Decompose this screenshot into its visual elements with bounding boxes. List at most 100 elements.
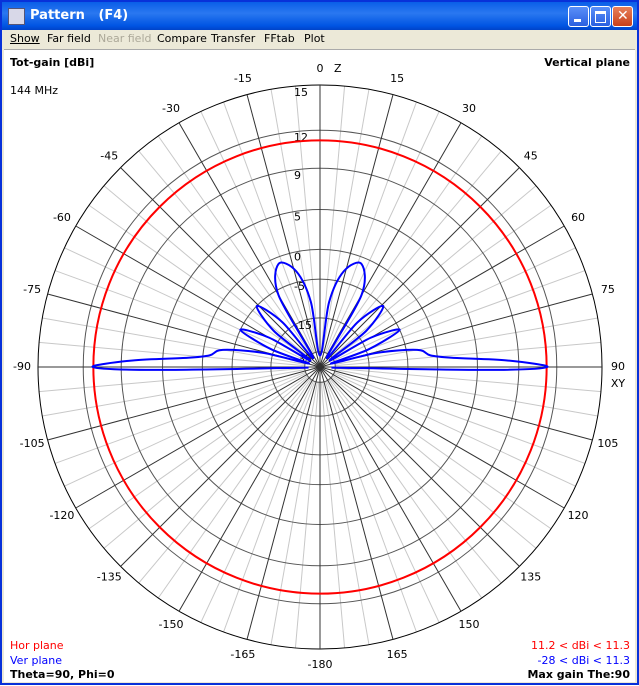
minor-spoke — [320, 382, 346, 648]
minor-spoke — [223, 381, 316, 633]
minor-spoke — [324, 101, 417, 353]
angle-label: 75 — [601, 283, 615, 296]
polar-chart: Tot-gain [dBi] Vertical plane 144 MHz Ho… — [10, 56, 630, 681]
menu-item[interactable]: Far field — [47, 32, 91, 45]
spoke — [319, 366, 394, 640]
chart-title: Tot-gain [dBi] — [10, 56, 94, 69]
radial-tick-label: -15 — [294, 319, 312, 332]
range-label: -28 < dBi < 11.3 — [538, 654, 630, 667]
spoke — [319, 366, 593, 441]
minor-spoke — [332, 375, 552, 530]
spoke — [319, 94, 394, 368]
angle-label: -105 — [20, 437, 45, 450]
minor-spoke — [335, 367, 601, 393]
minor-spoke — [334, 371, 586, 464]
minor-spoke — [88, 375, 308, 530]
angle-label: 135 — [520, 571, 541, 584]
range-label: 11.2 < dBi < 11.3 — [531, 639, 630, 652]
window-icon — [8, 8, 25, 25]
minor-spoke — [333, 247, 576, 361]
menu-item[interactable]: Compare — [157, 32, 207, 45]
radial-tick-label: -5 — [294, 280, 305, 293]
minor-spoke — [326, 111, 440, 354]
minor-spoke — [328, 135, 483, 355]
spoke — [319, 366, 520, 567]
spoke — [47, 366, 321, 441]
plot-area: Tot-gain [dBi] Vertical plane 144 MHz Ho… — [4, 49, 635, 682]
minor-spoke — [333, 373, 576, 487]
spoke — [178, 122, 321, 368]
minor-spoke — [270, 381, 318, 645]
minor-spoke — [54, 371, 306, 464]
minor-spoke — [64, 373, 307, 487]
menu-item: Near field — [98, 32, 152, 45]
angle-label: -90 — [13, 360, 31, 373]
spoke — [319, 167, 520, 368]
radial-tick-label: 0 — [294, 250, 301, 263]
minor-spoke — [320, 86, 346, 352]
angle-label: -165 — [230, 648, 255, 661]
spoke — [178, 366, 321, 612]
angle-label: 120 — [568, 509, 589, 522]
angle-label: 90 — [611, 360, 625, 373]
cursor-label: Theta=90, Phi=0 — [10, 668, 115, 681]
menu-item[interactable]: Show — [10, 32, 40, 45]
radial-tick-label: 5 — [294, 211, 301, 224]
angle-label: 15 — [390, 72, 404, 85]
minor-spoke — [157, 135, 312, 355]
angle-label: 45 — [524, 149, 538, 162]
minor-spoke — [322, 89, 370, 353]
minor-spoke — [322, 381, 370, 645]
frequency-label: 144 MHz — [10, 84, 58, 97]
zenith-label: Z — [334, 62, 342, 75]
minor-spoke — [88, 204, 308, 359]
angle-label: 0 — [317, 62, 324, 75]
angle-label: -45 — [100, 149, 118, 162]
minor-spoke — [335, 341, 601, 367]
maximize-button[interactable] — [590, 6, 611, 27]
minor-spoke — [103, 185, 309, 358]
minimize-button[interactable] — [568, 6, 589, 27]
angle-label: 30 — [462, 102, 476, 115]
chart-subtitle: Vertical plane — [544, 56, 630, 69]
angle-label: 150 — [459, 618, 480, 631]
minor-spoke — [294, 382, 320, 648]
close-button[interactable]: ✕ — [612, 6, 633, 27]
minor-spoke — [223, 101, 316, 353]
spoke — [75, 366, 321, 509]
minor-spoke — [270, 89, 318, 353]
minor-spoke — [200, 380, 314, 623]
angle-label: 165 — [387, 648, 408, 661]
spoke — [319, 122, 462, 368]
minor-spoke — [138, 378, 311, 584]
legend-entry: Ver plane — [10, 654, 62, 667]
minor-spoke — [200, 111, 314, 354]
spoke — [319, 366, 462, 612]
legend-entry: Hor plane — [10, 639, 64, 652]
menu-item[interactable]: Plot — [304, 32, 325, 45]
minor-spoke — [334, 270, 586, 363]
menu-item[interactable]: Transfer — [211, 32, 256, 45]
minor-spoke — [331, 376, 537, 549]
radial-tick-label: 15 — [294, 86, 308, 99]
ver-plane-pattern — [91, 261, 549, 371]
angle-label: -75 — [23, 283, 41, 296]
spoke — [120, 167, 321, 368]
minor-spoke — [294, 86, 320, 352]
angle-label: -150 — [159, 618, 184, 631]
minor-spoke — [54, 270, 306, 363]
angle-label: -30 — [162, 102, 180, 115]
minor-spoke — [334, 369, 598, 417]
menu-item[interactable]: FFtab — [264, 32, 295, 45]
angle-label: 105 — [597, 437, 618, 450]
minor-spoke — [331, 185, 537, 358]
minor-spoke — [334, 317, 598, 365]
spoke — [246, 94, 321, 368]
minor-spoke — [157, 379, 312, 599]
minor-spoke — [64, 247, 307, 361]
angle-label: -180 — [308, 658, 333, 671]
horizon-label: XY — [611, 377, 626, 390]
max-gain-label: Max gain The:90 — [527, 668, 630, 681]
spoke — [120, 366, 321, 567]
